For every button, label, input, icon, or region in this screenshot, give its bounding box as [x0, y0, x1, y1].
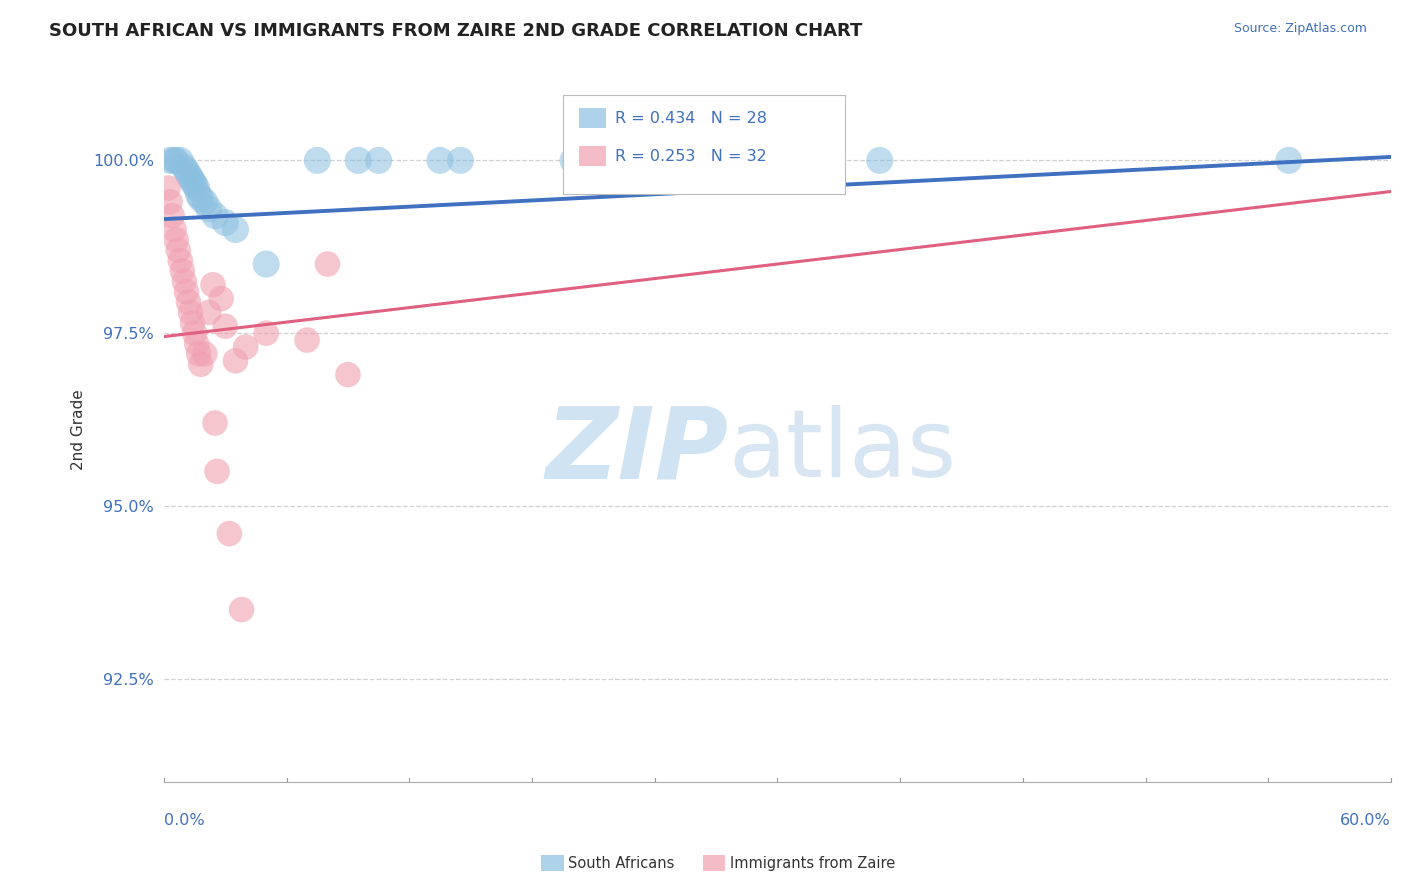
Point: [156, 181, 179, 195]
Point: [367, 153, 389, 168]
Point: [172, 264, 194, 278]
Point: [159, 153, 181, 168]
Point: [295, 333, 318, 347]
Point: [235, 340, 257, 354]
Point: [231, 602, 253, 616]
Point: [173, 161, 195, 175]
Point: [187, 347, 209, 361]
Bar: [703, 855, 725, 871]
Point: [165, 153, 187, 168]
Point: [224, 222, 246, 236]
Text: ZIP: ZIP: [546, 402, 728, 500]
Text: Source: ZipAtlas.com: Source: ZipAtlas.com: [1233, 22, 1367, 36]
Bar: [579, 109, 606, 128]
Point: [176, 163, 198, 178]
Point: [198, 202, 221, 216]
Point: [176, 285, 198, 299]
Point: [183, 326, 205, 340]
Point: [214, 216, 236, 230]
Y-axis label: 2nd Grade: 2nd Grade: [72, 390, 86, 470]
Point: [204, 416, 226, 430]
Text: R = 0.253   N = 32: R = 0.253 N = 32: [616, 149, 768, 164]
Point: [316, 257, 339, 271]
Point: [186, 181, 208, 195]
Point: [183, 178, 205, 192]
Point: [160, 209, 183, 223]
Point: [198, 305, 221, 319]
Point: [664, 153, 686, 168]
Point: [204, 209, 226, 223]
Point: [181, 316, 204, 330]
Point: [194, 194, 217, 209]
Bar: [579, 145, 606, 166]
Point: [561, 153, 583, 168]
Text: Immigrants from Zaire: Immigrants from Zaire: [730, 856, 896, 871]
Text: atlas: atlas: [728, 405, 956, 497]
Text: 60.0%: 60.0%: [1340, 813, 1391, 828]
Point: [169, 253, 191, 268]
Point: [190, 357, 212, 371]
Point: [254, 326, 277, 340]
Point: [254, 257, 277, 271]
Point: [429, 153, 451, 168]
Point: [169, 153, 191, 168]
Point: [163, 222, 186, 236]
Text: SOUTH AFRICAN VS IMMIGRANTS FROM ZAIRE 2ND GRADE CORRELATION CHART: SOUTH AFRICAN VS IMMIGRANTS FROM ZAIRE 2…: [49, 22, 863, 40]
Point: [186, 336, 208, 351]
Point: [307, 153, 329, 168]
Point: [347, 153, 370, 168]
Point: [194, 347, 217, 361]
Point: [336, 368, 359, 382]
FancyBboxPatch shape: [562, 95, 845, 194]
Point: [177, 295, 200, 310]
Point: [190, 191, 212, 205]
Text: 0.0%: 0.0%: [165, 813, 204, 828]
Point: [209, 292, 232, 306]
Point: [165, 233, 187, 247]
Point: [173, 274, 195, 288]
Bar: [541, 855, 564, 871]
Point: [1278, 153, 1301, 168]
Point: [163, 153, 186, 168]
Point: [187, 188, 209, 202]
Point: [159, 194, 181, 209]
Point: [167, 244, 190, 258]
Point: [201, 277, 224, 292]
Point: [869, 153, 891, 168]
Point: [181, 174, 204, 188]
Point: [179, 305, 201, 319]
Text: South Africans: South Africans: [568, 856, 675, 871]
Point: [179, 170, 201, 185]
Point: [205, 464, 228, 478]
Point: [177, 167, 200, 181]
Point: [224, 353, 246, 368]
Point: [218, 526, 240, 541]
Text: R = 0.434   N = 28: R = 0.434 N = 28: [616, 111, 768, 126]
Point: [214, 319, 236, 334]
Point: [449, 153, 471, 168]
